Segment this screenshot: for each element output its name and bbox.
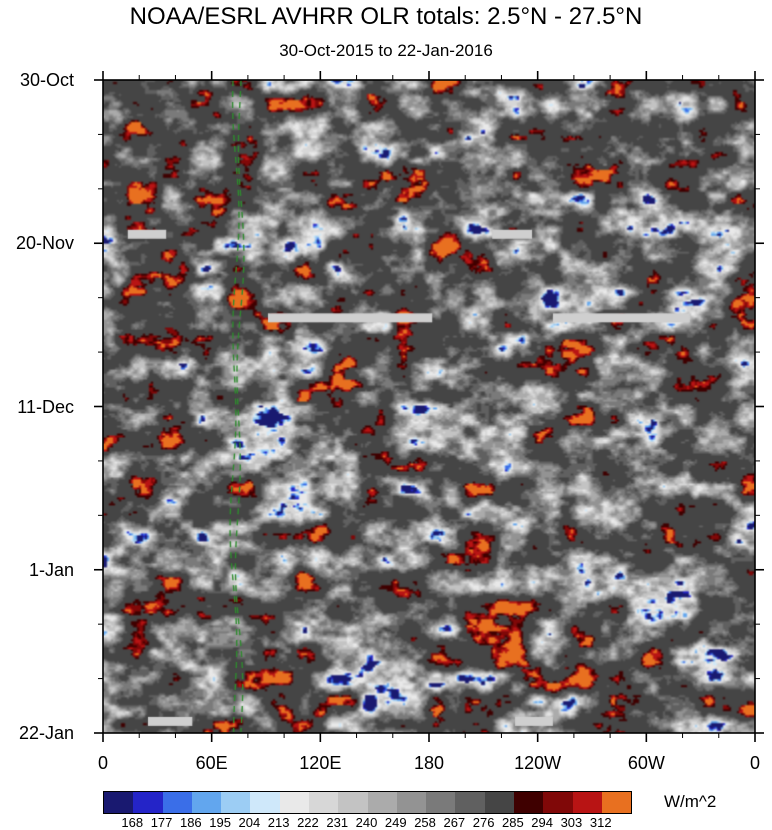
colorbar-cell xyxy=(367,792,397,813)
colorbar-boundary-label: 285 xyxy=(502,815,524,830)
y-tick-label: 20-Nov xyxy=(15,233,74,254)
colorbar-boundary-label: 294 xyxy=(531,815,553,830)
colorbar-boundary-label: 195 xyxy=(209,815,231,830)
colorbar-boundary-label: 177 xyxy=(150,815,173,830)
colorbar-cell xyxy=(133,792,163,813)
colorbar-cell xyxy=(396,792,427,813)
colorbar-units-label: W/m^2 xyxy=(664,792,717,811)
colorbar-boundary-label: 267 xyxy=(443,815,466,830)
colorbar-cell xyxy=(601,792,632,813)
colorbar-cell xyxy=(221,792,251,813)
x-tick-label: 60E xyxy=(195,753,228,773)
x-tick-label: 60W xyxy=(627,753,665,773)
colorbar-cell xyxy=(513,792,544,813)
x-tick-label: 180 xyxy=(413,753,445,773)
colorbar-boundary-label: 312 xyxy=(589,815,612,830)
chart-title: NOAA/ESRL AVHRR OLR totals: 2.5°N - 27.5… xyxy=(129,3,643,30)
colorbar-boundary-label: 249 xyxy=(384,815,407,830)
colorbar-cell xyxy=(455,792,485,813)
colorbar-boundary-label: 222 xyxy=(297,815,319,830)
y-tick-label: 1-Jan xyxy=(28,559,74,580)
colorbar-cell xyxy=(191,792,222,813)
colorbar-cell xyxy=(104,792,134,813)
x-tick-label: 0 xyxy=(749,753,760,773)
colorbar-cell xyxy=(162,792,192,813)
x-tick-label: 120E xyxy=(299,753,342,773)
colorbar-cell xyxy=(572,792,602,813)
colorbar-boundary-label: 231 xyxy=(326,815,349,830)
colorbar-boundary-label: 258 xyxy=(414,815,436,830)
hovmoller-heatmap xyxy=(103,80,755,733)
chart-subtitle: 30-Oct-2015 to 22-Jan-2016 xyxy=(279,41,493,60)
y-tick-label: 22-Jan xyxy=(18,723,74,743)
colorbar-cell xyxy=(338,792,368,813)
colorbar-boundary-label: 186 xyxy=(179,815,202,830)
x-tick-label: 0 xyxy=(97,753,108,773)
colorbar-boundary-label: 168 xyxy=(121,815,144,830)
colorbar-boundary-label: 204 xyxy=(238,815,261,830)
colorbar-boundary-label: 276 xyxy=(472,815,495,830)
y-tick-label: 11-Dec xyxy=(17,396,74,417)
colorbar xyxy=(103,791,632,814)
colorbar-cell xyxy=(426,792,456,813)
colorbar-cell xyxy=(543,792,573,813)
y-tick-label: 30-Oct xyxy=(19,70,74,90)
colorbar-boundary-label: 213 xyxy=(267,815,290,830)
colorbar-cell xyxy=(250,792,280,813)
x-tick-label: 120W xyxy=(514,753,562,773)
colorbar-boundary-label: 303 xyxy=(560,815,583,830)
colorbar-cell xyxy=(308,792,339,813)
colorbar-cell xyxy=(279,792,309,813)
colorbar-cell xyxy=(484,792,514,813)
colorbar-boundary-label: 240 xyxy=(355,815,378,830)
